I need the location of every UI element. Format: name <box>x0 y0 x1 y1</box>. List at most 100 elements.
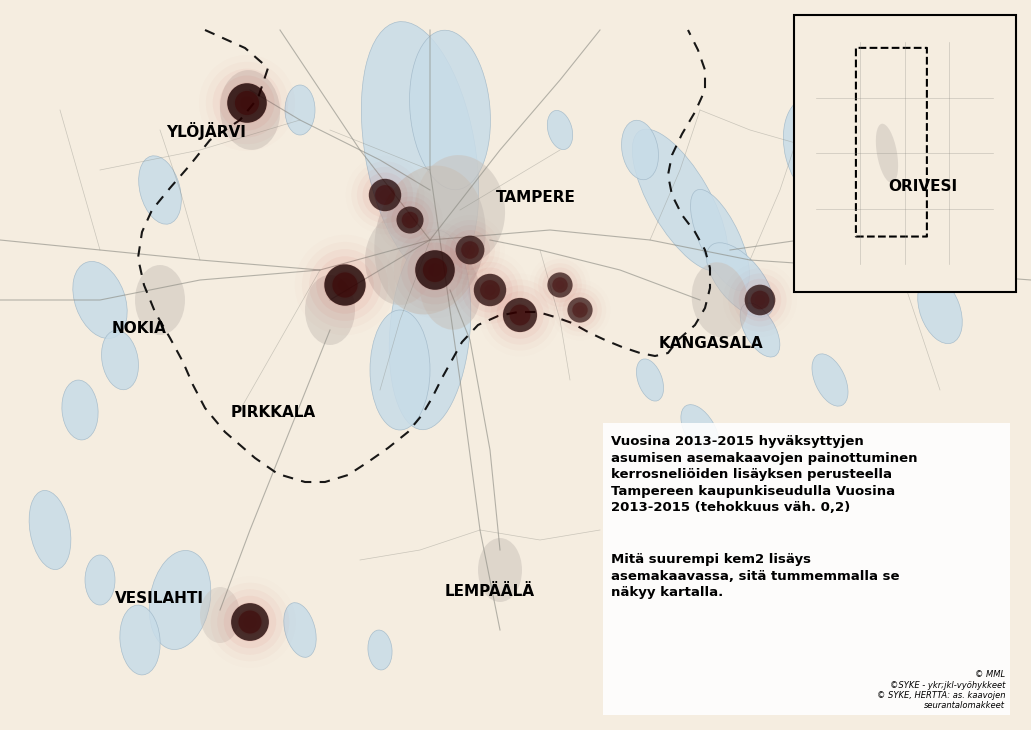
Ellipse shape <box>632 129 728 271</box>
Text: NOKIA: NOKIA <box>111 321 167 336</box>
Text: © MML
©SYKE - ykr;jkl-vyöhykkeet
© SYKE, HERTTA: as. kaavojen
seurantalomakkeet: © MML ©SYKE - ykr;jkl-vyöhykkeet © SYKE,… <box>877 670 1005 710</box>
Text: LEMPÄÄLÄ: LEMPÄÄLÄ <box>444 584 535 599</box>
Ellipse shape <box>547 110 572 150</box>
Ellipse shape <box>368 630 392 670</box>
Circle shape <box>755 295 765 305</box>
Ellipse shape <box>740 303 779 357</box>
Circle shape <box>243 615 257 629</box>
Circle shape <box>556 280 564 289</box>
Circle shape <box>461 241 478 259</box>
Ellipse shape <box>374 166 486 315</box>
Circle shape <box>423 258 447 282</box>
Text: VESILAHTI: VESILAHTI <box>115 591 204 606</box>
Circle shape <box>375 185 395 205</box>
Circle shape <box>478 279 501 301</box>
Ellipse shape <box>200 587 240 643</box>
Ellipse shape <box>420 250 480 330</box>
Circle shape <box>338 278 353 292</box>
Ellipse shape <box>918 277 962 344</box>
Circle shape <box>238 610 262 634</box>
FancyBboxPatch shape <box>603 423 1010 715</box>
Circle shape <box>575 306 585 315</box>
Circle shape <box>485 285 496 296</box>
Ellipse shape <box>812 354 849 406</box>
Ellipse shape <box>414 155 505 265</box>
Ellipse shape <box>135 265 185 335</box>
Ellipse shape <box>370 310 430 430</box>
Circle shape <box>474 274 506 306</box>
Circle shape <box>514 309 526 321</box>
Circle shape <box>332 272 358 298</box>
Circle shape <box>379 189 391 201</box>
Text: ORIVESI: ORIVESI <box>888 179 958 193</box>
Circle shape <box>508 303 532 327</box>
Circle shape <box>325 264 366 306</box>
Ellipse shape <box>636 359 664 401</box>
Ellipse shape <box>706 243 773 318</box>
Ellipse shape <box>29 491 71 569</box>
Ellipse shape <box>784 96 857 204</box>
Ellipse shape <box>409 30 491 190</box>
Ellipse shape <box>284 603 317 657</box>
Ellipse shape <box>478 538 522 602</box>
Text: Mitä suurempi kem2 lisäys
asemakaavassa, sitä tummemmalla se
näkyy kartalla.: Mitä suurempi kem2 lisäys asemakaavassa,… <box>611 553 900 599</box>
Ellipse shape <box>149 550 210 650</box>
Circle shape <box>744 285 775 315</box>
Circle shape <box>235 91 259 115</box>
Circle shape <box>428 263 442 277</box>
Circle shape <box>401 211 420 229</box>
Ellipse shape <box>73 261 127 339</box>
Text: Vuosina 2013-2015 hyväksyttyjen
asumisen asemakaavojen painottuminen
kerrosneliö: Vuosina 2013-2015 hyväksyttyjen asumisen… <box>611 435 918 515</box>
Ellipse shape <box>875 123 898 183</box>
Text: PIRKKALA: PIRKKALA <box>231 405 315 420</box>
Ellipse shape <box>846 142 893 218</box>
Circle shape <box>751 291 769 310</box>
Ellipse shape <box>285 85 315 135</box>
Ellipse shape <box>361 22 478 278</box>
Ellipse shape <box>390 231 471 430</box>
Circle shape <box>369 179 401 211</box>
Text: YLÖJÄRVI: YLÖJÄRVI <box>166 123 246 140</box>
Ellipse shape <box>691 190 750 291</box>
Ellipse shape <box>882 185 919 255</box>
Circle shape <box>227 83 267 123</box>
Ellipse shape <box>622 120 659 180</box>
Ellipse shape <box>680 404 719 456</box>
Circle shape <box>509 304 531 326</box>
Ellipse shape <box>962 200 998 260</box>
Circle shape <box>240 96 254 110</box>
FancyBboxPatch shape <box>794 15 1016 292</box>
Circle shape <box>460 240 480 260</box>
Circle shape <box>547 272 572 298</box>
Circle shape <box>402 212 419 228</box>
Circle shape <box>553 277 568 293</box>
Circle shape <box>405 215 414 225</box>
Ellipse shape <box>867 173 889 217</box>
Circle shape <box>567 297 593 323</box>
Circle shape <box>422 256 448 284</box>
Ellipse shape <box>878 142 922 239</box>
Circle shape <box>415 250 455 290</box>
Circle shape <box>750 289 770 311</box>
Ellipse shape <box>860 96 884 155</box>
Circle shape <box>397 207 424 234</box>
Text: TAMPERE: TAMPERE <box>496 190 576 204</box>
Circle shape <box>456 236 485 264</box>
Ellipse shape <box>873 191 906 269</box>
Ellipse shape <box>220 70 280 150</box>
Circle shape <box>465 245 475 255</box>
Circle shape <box>237 609 263 635</box>
Ellipse shape <box>138 155 181 224</box>
Text: KANGASALA: KANGASALA <box>659 336 764 350</box>
Ellipse shape <box>62 380 98 440</box>
Circle shape <box>331 271 360 299</box>
Ellipse shape <box>101 330 138 390</box>
Ellipse shape <box>85 555 115 605</box>
Ellipse shape <box>692 262 749 338</box>
Circle shape <box>503 298 537 332</box>
Circle shape <box>374 184 396 207</box>
Circle shape <box>233 89 261 117</box>
Circle shape <box>572 302 588 318</box>
Ellipse shape <box>305 275 355 345</box>
Ellipse shape <box>120 605 160 675</box>
